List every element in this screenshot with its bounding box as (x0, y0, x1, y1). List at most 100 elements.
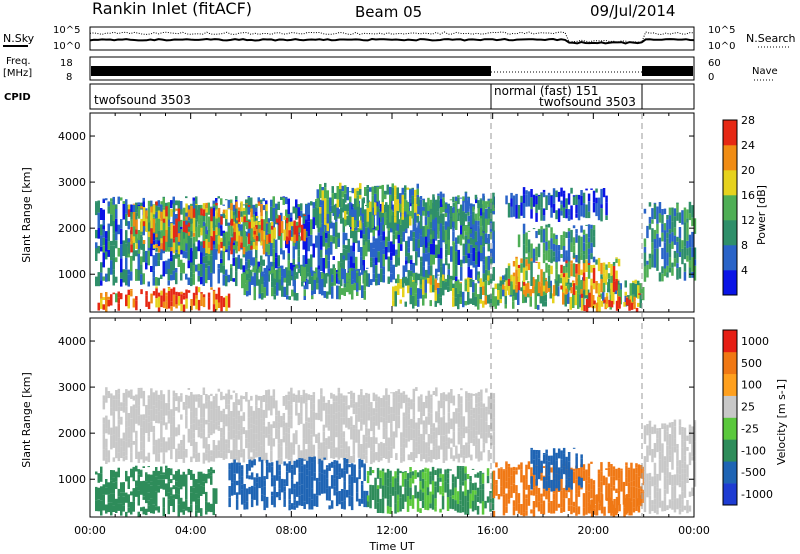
heatmap-cell (564, 294, 567, 307)
heatmap-cell (440, 198, 443, 207)
heatmap-cell (572, 195, 576, 197)
heatmap-cell (316, 214, 319, 228)
heatmap-cell (337, 447, 341, 460)
heatmap-cell (162, 452, 166, 464)
heatmap-cell (277, 203, 280, 210)
heatmap-cell (315, 267, 318, 283)
noise-left-tick-top: 10^5 (53, 25, 80, 36)
heatmap-cell (366, 475, 370, 484)
heatmap-cell (352, 408, 356, 415)
heatmap-cell (147, 505, 150, 512)
heatmap-cell (577, 261, 581, 270)
heatmap-cell (470, 233, 473, 238)
heatmap-cell (417, 444, 421, 455)
heatmap-cell (243, 283, 246, 296)
heatmap-cell (348, 484, 351, 496)
heatmap-cell (287, 253, 290, 261)
heatmap-cell (522, 223, 526, 234)
heatmap-cell (227, 448, 231, 454)
heatmap-cell (215, 235, 218, 250)
heatmap-cell (457, 458, 461, 463)
heatmap-cell (135, 394, 138, 396)
heatmap-cell (217, 450, 221, 458)
heatmap-cell (195, 226, 198, 242)
heatmap-cell (572, 447, 576, 449)
heatmap-cell (400, 224, 403, 238)
heatmap-cell (135, 399, 138, 409)
heatmap-cell (230, 264, 233, 268)
heatmap-cell (565, 288, 568, 294)
heatmap-cell (142, 244, 145, 252)
heatmap-cell (600, 494, 604, 502)
heatmap-cell (225, 214, 228, 226)
heatmap-cell (435, 448, 438, 460)
heatmap-cell (479, 299, 482, 304)
heatmap-cell (292, 393, 296, 397)
heatmap-cell (385, 429, 388, 438)
heatmap-cell (258, 224, 261, 229)
heatmap-cell (115, 240, 118, 249)
heatmap-cell (265, 222, 269, 224)
heatmap-cell (215, 445, 218, 459)
heatmap-cell (434, 230, 438, 241)
heatmap-cell (290, 419, 293, 429)
heatmap-cell (592, 508, 596, 515)
heatmap-cell (381, 202, 384, 213)
heatmap-cell (400, 398, 403, 409)
heatmap-cell (341, 270, 344, 280)
heatmap-cell (331, 286, 334, 299)
heatmap-cell (327, 414, 331, 426)
heatmap-cell (263, 219, 266, 231)
heatmap-cell (228, 469, 231, 481)
heatmap-cell (590, 242, 593, 248)
heatmap-cell (615, 488, 618, 493)
heatmap-cell (440, 417, 443, 432)
heatmap-cell (175, 252, 178, 259)
heatmap-cell (202, 241, 206, 248)
heatmap-cell (683, 263, 687, 272)
heatmap-cell (107, 494, 110, 503)
heatmap-cell (524, 283, 527, 297)
heatmap-cell (228, 497, 231, 508)
heatmap-cell (150, 293, 153, 304)
heatmap-cell (427, 229, 430, 243)
heatmap-cell (135, 486, 138, 497)
heatmap-cell (192, 243, 196, 253)
heatmap-cell (333, 460, 336, 465)
heatmap-cell (319, 207, 322, 214)
heatmap-cell (676, 473, 679, 486)
heatmap-cell (240, 476, 244, 485)
heatmap-cell (170, 449, 173, 460)
heatmap-cell (160, 442, 163, 448)
heatmap-cell (167, 419, 171, 424)
heatmap-cell (522, 281, 526, 286)
heatmap-cell (387, 241, 390, 253)
heatmap-cell (499, 286, 502, 299)
heatmap-cell (182, 295, 186, 300)
heatmap-cell (210, 272, 213, 287)
heatmap-cell (325, 232, 328, 239)
heatmap-cell (457, 431, 461, 445)
heatmap-cell (342, 437, 346, 449)
heatmap-cell (470, 253, 473, 266)
heatmap-cell (437, 254, 440, 259)
heatmap-cell (260, 487, 264, 495)
heatmap-cell (270, 440, 273, 451)
heatmap-cell (454, 500, 457, 511)
heatmap-cell (597, 206, 601, 221)
heatmap-cell (130, 491, 133, 496)
heatmap-cell (446, 483, 450, 493)
heatmap-cell (295, 225, 299, 241)
heatmap-cell (640, 491, 643, 507)
heatmap-cell (324, 198, 327, 214)
heatmap-cell (353, 464, 356, 473)
heatmap-cell (237, 423, 241, 431)
heatmap-cell (407, 425, 411, 431)
heatmap-cell (358, 458, 361, 470)
heatmap-cell (275, 203, 278, 209)
heatmap-cell (230, 425, 233, 440)
heatmap-cell (355, 492, 359, 502)
heatmap-cell (417, 225, 420, 236)
heatmap-cell (449, 497, 452, 509)
heatmap-cell (287, 427, 291, 434)
